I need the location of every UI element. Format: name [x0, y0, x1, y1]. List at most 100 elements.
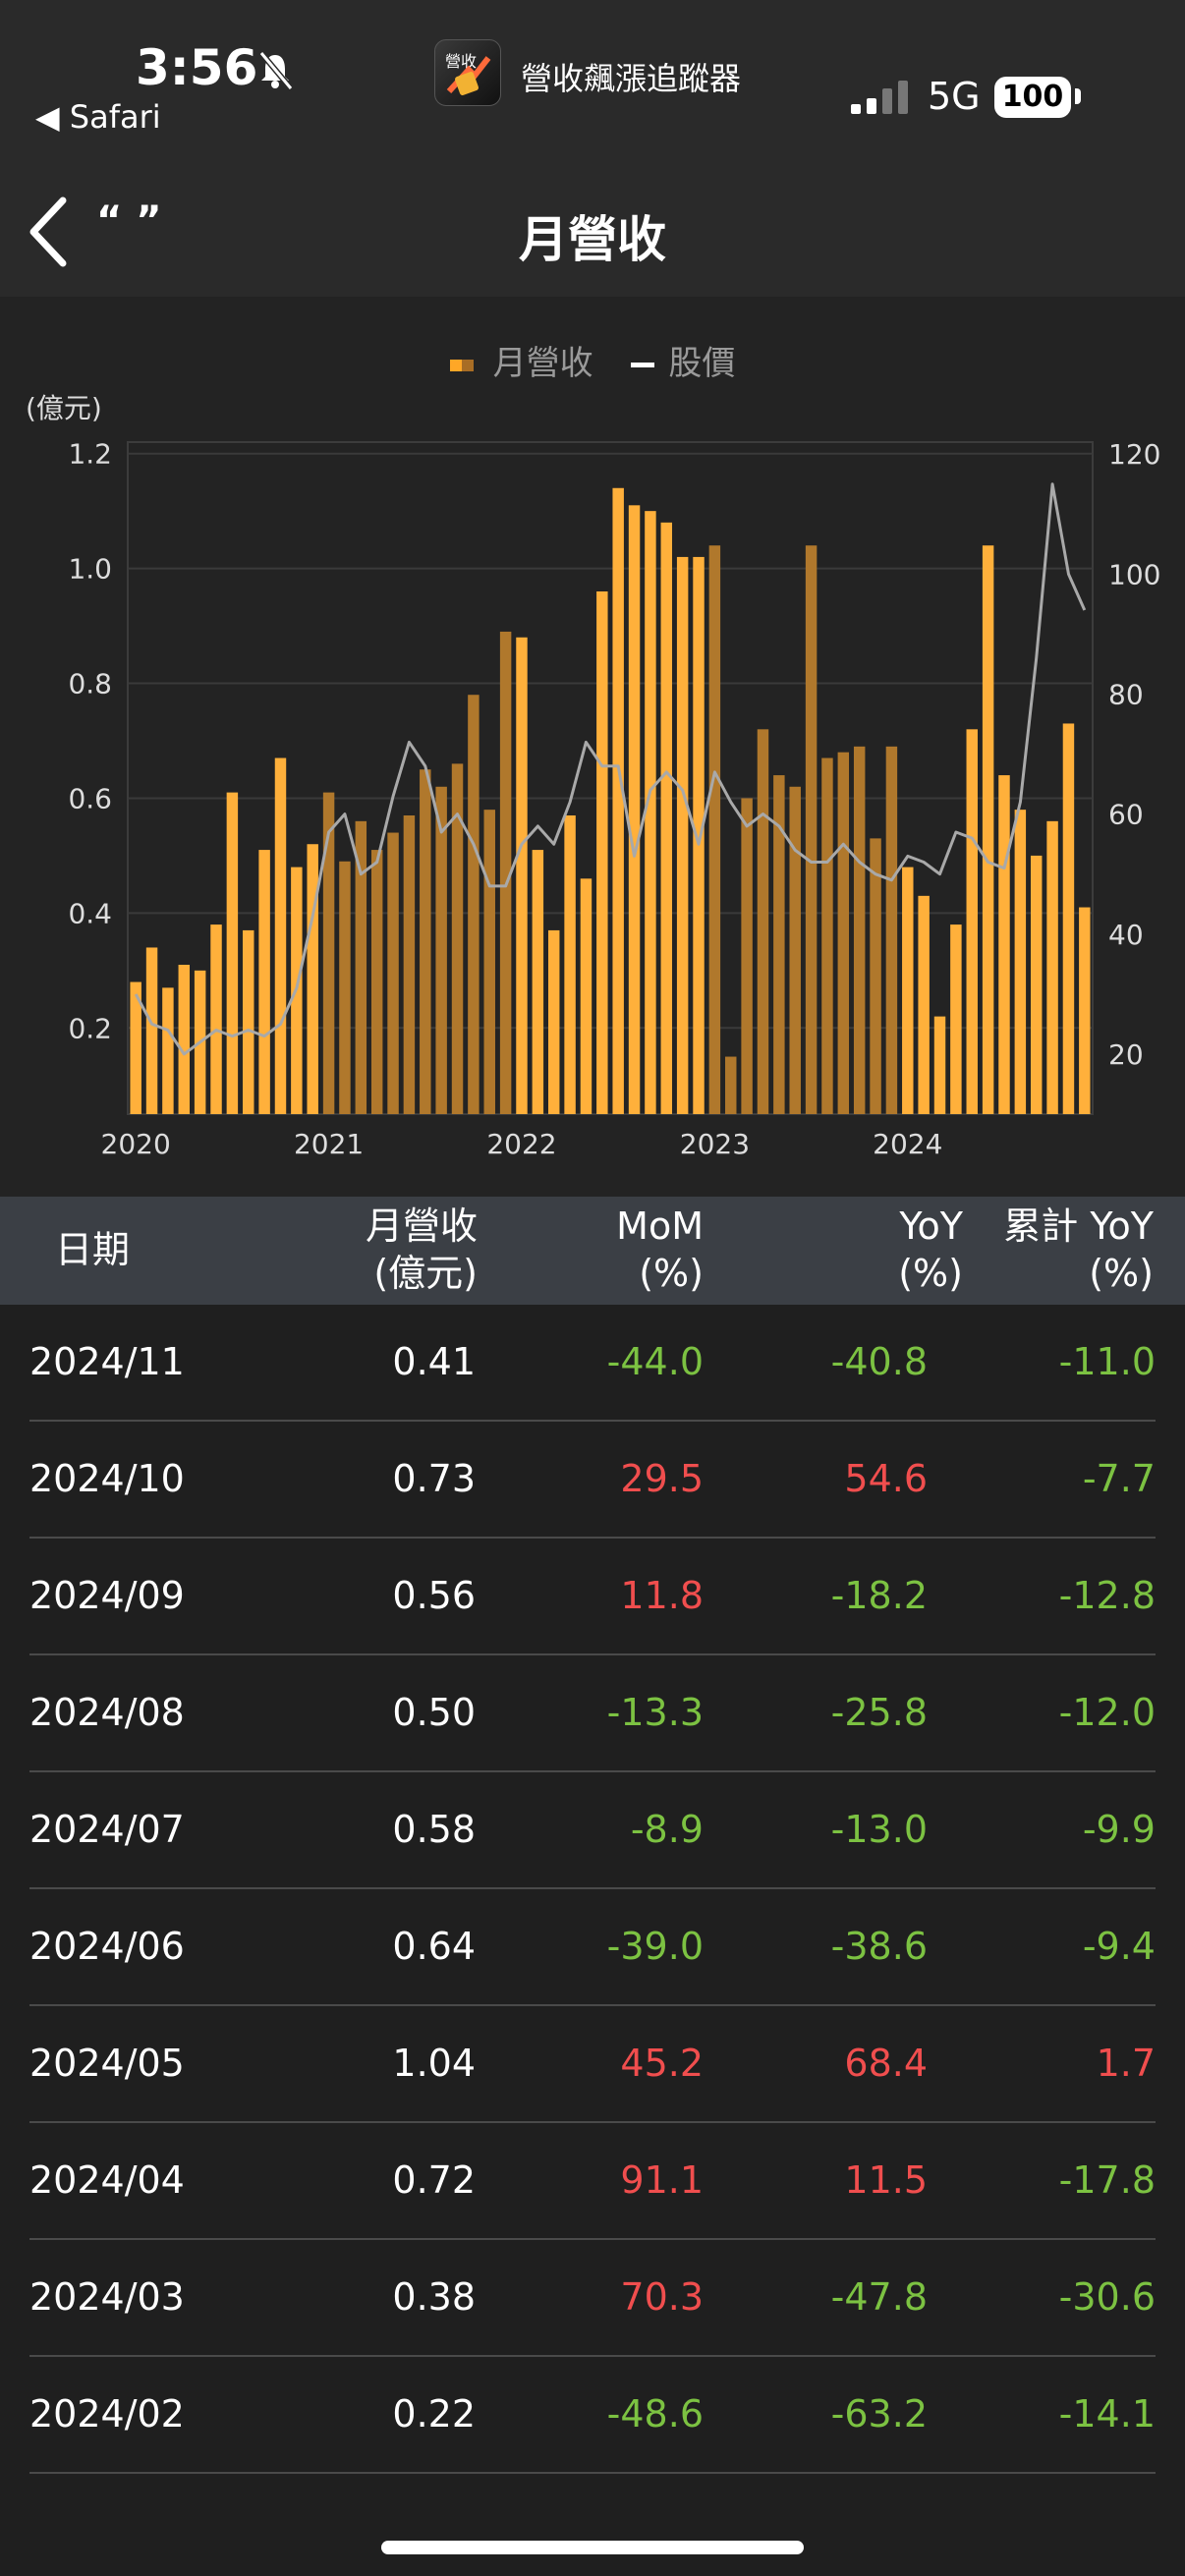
- legend-revenue-label: 月營收: [492, 344, 593, 383]
- table-row[interactable]: 2024/04 0.72 91.1 11.5 -17.8: [29, 2123, 1156, 2240]
- revenue-bar: [145, 947, 158, 1114]
- cell-revenue: 0.41: [392, 1340, 476, 1383]
- revenue-swatch-icon: [449, 359, 474, 371]
- revenue-bar: [982, 545, 994, 1114]
- revenue-bar: [1062, 723, 1075, 1114]
- revenue-bar: [370, 850, 383, 1114]
- revenue-bar: [420, 769, 431, 1114]
- revenue-bar: [870, 838, 881, 1114]
- cell-yoy: 11.5: [844, 2158, 928, 2202]
- revenue-bar: [532, 850, 544, 1114]
- table-header: 日期 月營收 (億元) MoM (%) YoY (%) 累計 YoY (%): [0, 1197, 1185, 1305]
- revenue-bar: [403, 815, 416, 1114]
- cell-revenue: 1.04: [392, 2042, 476, 2085]
- revenue-bar: [307, 844, 318, 1114]
- y-tick-label: 1.0: [68, 553, 112, 586]
- revenue-bar: [693, 556, 705, 1114]
- x-tick-label: 2021: [294, 1128, 364, 1160]
- y2-tick-label: 40: [1108, 919, 1144, 951]
- cell-date: 2024/03: [29, 2275, 185, 2319]
- revenue-bar: [885, 746, 898, 1114]
- battery-tip: [1075, 88, 1081, 104]
- revenue-bar: [1014, 810, 1027, 1114]
- revenue-bar: [837, 752, 850, 1114]
- cell-cum-yoy: -9.4: [1082, 1925, 1156, 1968]
- cell-cum-yoy: -12.0: [1058, 1691, 1156, 1734]
- legend-price-label: 股價: [668, 344, 736, 383]
- y-tick-label: 0.6: [68, 782, 112, 814]
- nav-bar: “ ” 月營收: [0, 157, 1185, 297]
- home-indicator[interactable]: [381, 2541, 804, 2554]
- cell-date: 2024/11: [29, 1340, 185, 1383]
- y2-tick-label: 20: [1108, 1038, 1144, 1071]
- back-chevron-icon[interactable]: [24, 193, 73, 271]
- table-row[interactable]: 2024/09 0.56 11.8 -18.2 -12.8: [29, 1539, 1156, 1655]
- header-mom-label: MoM: [616, 1204, 704, 1248]
- revenue-bar: [789, 786, 801, 1114]
- status-time: 3:56: [136, 39, 258, 96]
- revenue-bar: [676, 556, 689, 1114]
- bell-muted-icon: [258, 51, 294, 90]
- header-revenue-label: 月營收: [365, 1204, 478, 1248]
- cell-yoy: -47.8: [830, 2275, 928, 2319]
- cell-revenue: 0.56: [392, 1574, 476, 1617]
- cell-yoy: -25.8: [830, 1691, 928, 1734]
- y2-tick-label: 80: [1108, 679, 1144, 711]
- revenue-bar: [355, 820, 367, 1114]
- revenue-chart: 月營收 股價 (億元) 0.2 0.4 0.6 0.8 1.0 1.2 20 40 60 80 10…: [0, 297, 1185, 1197]
- revenue-bar: [757, 729, 769, 1114]
- header-revenue-unit: (億元): [373, 1252, 478, 1295]
- revenue-bar: [628, 505, 641, 1114]
- y-tick-label: 0.2: [68, 1012, 112, 1044]
- status-bar: 3:56 ◀ Safari 營收 營收飆漲追蹤器 5G 100: [0, 0, 1185, 157]
- cell-revenue: 0.50: [392, 1691, 476, 1734]
- cell-date: 2024/09: [29, 1574, 185, 1617]
- revenue-bar: [950, 924, 962, 1114]
- table-row[interactable]: 2024/06 0.64 -39.0 -38.6 -9.4: [29, 1889, 1156, 2006]
- cell-cum-yoy: -9.9: [1082, 1808, 1156, 1851]
- table-row[interactable]: 2024/08 0.50 -13.3 -25.8 -12.0: [29, 1655, 1156, 1772]
- revenue-bar: [274, 757, 287, 1114]
- cell-cum-yoy: -30.6: [1058, 2275, 1156, 2319]
- cell-yoy: 68.4: [844, 2042, 928, 2085]
- cell-cum-yoy: -11.0: [1058, 1340, 1156, 1383]
- revenue-bar: [725, 1056, 737, 1114]
- table-row[interactable]: 2024/07 0.58 -8.9 -13.0 -9.9: [29, 1772, 1156, 1889]
- revenue-bar: [387, 832, 399, 1114]
- table-row[interactable]: 2024/10 0.73 29.5 54.6 -7.7: [29, 1422, 1156, 1539]
- x-tick-label: 2020: [101, 1128, 171, 1160]
- table-row[interactable]: 2024/11 0.41 -44.0 -40.8 -11.0: [29, 1305, 1156, 1422]
- header-cum-unit: (%): [1089, 1252, 1154, 1295]
- cell-mom: 11.8: [620, 1574, 704, 1617]
- revenue-bar: [853, 746, 866, 1114]
- plot-frame: [127, 441, 1094, 1115]
- revenue-bar: [178, 965, 191, 1114]
- revenue-bar: [998, 775, 1010, 1114]
- cell-revenue: 0.22: [392, 2392, 476, 2436]
- revenue-bar: [483, 810, 495, 1114]
- header-cumulative-yoy: 累計 YoY (%): [1003, 1203, 1154, 1297]
- legend-price[interactable]: 股價: [631, 336, 735, 384]
- cell-date: 2024/10: [29, 1457, 185, 1500]
- header-yoy-label: YoY: [899, 1204, 963, 1248]
- legend-revenue[interactable]: 月營收: [449, 336, 593, 384]
- revenue-bar: [226, 792, 239, 1114]
- revenue-bar: [741, 798, 753, 1114]
- table-row[interactable]: 2024/02 0.22 -48.6 -63.2 -14.1: [29, 2357, 1156, 2474]
- chart-plot: 0.2 0.4 0.6 0.8 1.0 1.2 20 40 60 80 100 120 2020 2021…: [68, 438, 1160, 1160]
- y-tick-label: 1.2: [68, 438, 112, 471]
- back-to-safari-link[interactable]: ◀ Safari: [35, 98, 161, 136]
- revenue-bar: [902, 867, 914, 1114]
- cell-mom: -44.0: [606, 1340, 704, 1383]
- table-row[interactable]: 2024/03 0.38 70.3 -47.8 -30.6: [29, 2240, 1156, 2357]
- revenue-bar: [130, 981, 141, 1114]
- page-title: 月營收: [519, 211, 666, 268]
- nav-subtitle: “ ”: [96, 198, 162, 244]
- revenue-bar: [821, 757, 833, 1114]
- revenue-bar: [580, 878, 592, 1114]
- header-yoy: YoY (%): [898, 1203, 963, 1297]
- y-axis-unit: (億元): [26, 392, 102, 424]
- revenue-bar: [451, 763, 464, 1114]
- table-row[interactable]: 2024/05 1.04 45.2 68.4 1.7: [29, 2006, 1156, 2123]
- cell-cum-yoy: -7.7: [1082, 1457, 1156, 1500]
